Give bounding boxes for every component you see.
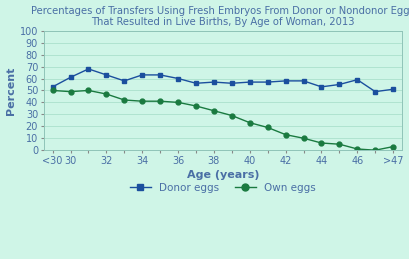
Title: Percentages of Transfers Using Fresh Embryos From Donor or Nondonor Eggs
That Re: Percentages of Transfers Using Fresh Emb… [31,5,409,27]
Legend: Donor eggs, Own eggs: Donor eggs, Own eggs [126,179,319,198]
X-axis label: Age (years): Age (years) [186,170,258,180]
Y-axis label: Percent: Percent [6,66,16,115]
